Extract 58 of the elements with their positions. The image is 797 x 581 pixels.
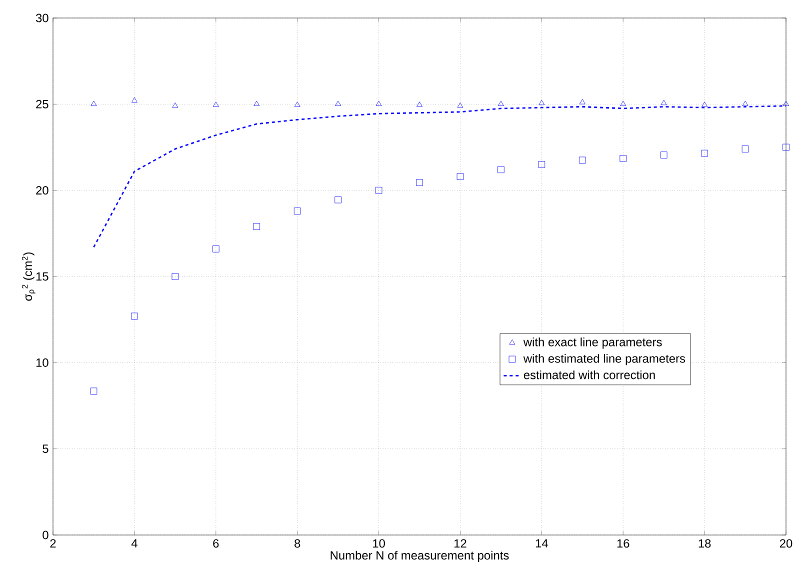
y-axis-title: σ$_{ρ}$$^{2}$ (cm$^{2}$) [22, 252, 36, 301]
x-tick-label: 16 [617, 539, 630, 548]
point [782, 144, 790, 151]
point [579, 99, 586, 104]
point [416, 102, 422, 107]
point [742, 100, 748, 106]
y-tick-label: 20 [36, 186, 48, 195]
point [294, 102, 300, 107]
point [416, 179, 423, 186]
point [660, 152, 668, 158]
point [334, 196, 342, 204]
point [131, 97, 138, 103]
legend-label: with exact line parameters [523, 338, 662, 349]
y-tick-label: 25 [36, 100, 48, 108]
y-tick-label: 30 [36, 14, 48, 22]
point [538, 100, 545, 106]
point [702, 102, 708, 107]
point [172, 273, 179, 280]
legend-label: with estimated line parameters [523, 354, 686, 366]
x-tick-label: 6 [213, 539, 219, 548]
x-axis-title: Number N of measurement points [330, 550, 509, 562]
y-tick-label: 15 [36, 272, 48, 281]
point [620, 100, 626, 106]
point [457, 102, 464, 108]
x-tick-label: 4 [131, 539, 138, 548]
point [538, 161, 546, 168]
point [742, 146, 749, 152]
point [335, 100, 342, 106]
y-tick-label: 5 [42, 444, 48, 453]
x-tick-label: 10 [373, 539, 385, 548]
point [172, 102, 178, 108]
x-tick-label: 14 [536, 539, 548, 548]
point [660, 100, 667, 106]
point [131, 312, 138, 320]
point [375, 186, 382, 194]
point [254, 100, 260, 106]
x-tick-label: 12 [454, 539, 466, 548]
x-tick-label: 8 [294, 539, 300, 548]
point [253, 223, 260, 230]
x-tick-label: 20 [780, 539, 792, 548]
x-tick-label: 2 [50, 539, 56, 548]
point [578, 156, 586, 164]
point [783, 100, 789, 106]
point [498, 100, 504, 106]
point [376, 100, 382, 106]
point [212, 102, 219, 107]
point [294, 208, 301, 214]
point [701, 150, 708, 157]
legend-label: estimated with correction [524, 370, 655, 380]
point [498, 166, 504, 174]
point [212, 246, 220, 252]
point [90, 100, 97, 106]
point [620, 155, 627, 162]
point [90, 388, 98, 394]
point [456, 173, 464, 180]
x-tick-label: 18 [698, 539, 711, 548]
y-tick-label: 0 [42, 530, 48, 540]
y-tick-label: 10 [36, 358, 48, 367]
